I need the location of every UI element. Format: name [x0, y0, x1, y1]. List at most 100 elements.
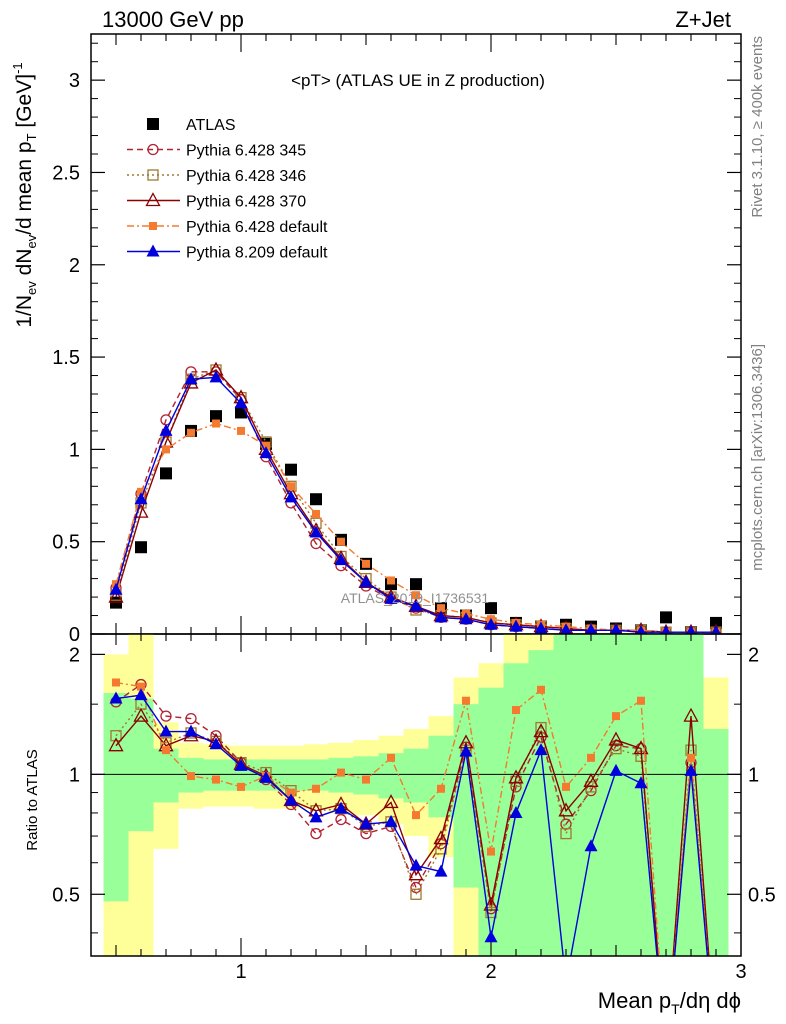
ratio-line-p345 — [115, 683, 709, 956]
ratio-xtick-label-1: 2 — [485, 961, 496, 983]
ratio-point-p346-18 — [560, 827, 572, 840]
header-left: 13000 GeV pp — [102, 7, 244, 32]
ratio-point-p6def-21 — [637, 696, 645, 705]
ratio-band-green-10 — [353, 756, 379, 795]
ratio-point-p6def-12 — [412, 811, 420, 820]
main-point-atlas-4 — [210, 410, 222, 423]
ratio-point-p6def-5 — [237, 782, 245, 791]
main-point-p8def-0 — [109, 582, 123, 595]
ratio-xlabel: Mean pT/dη dϕ — [598, 988, 741, 1017]
main-point-p8def-12 — [409, 599, 423, 612]
main-ytick-label-2: 1 — [69, 439, 80, 461]
main-point-p6def-2 — [162, 445, 170, 454]
main-point-atlas-8 — [310, 493, 322, 506]
main-point-p6def-12 — [412, 591, 420, 600]
main-point-p8def-17 — [534, 621, 548, 634]
ratio-point-p8def-2 — [159, 724, 173, 737]
main-plot: 0 0.5 1 1.5 2 2.5 3 — [52, 33, 742, 646]
legend-marker-p8def — [146, 244, 160, 257]
main-point-atlas-7 — [285, 463, 297, 476]
ratio-point-p8def-4 — [209, 737, 223, 750]
ratio-point-p8def-0 — [109, 691, 123, 704]
main-point-p8def-5 — [234, 396, 248, 409]
main-point-p8def-22 — [661, 625, 671, 634]
ratio-band-green-22 — [653, 634, 679, 956]
ratio-band-green-19 — [578, 634, 604, 956]
ratio-ytick-label-right-0: 0.5 — [748, 884, 776, 906]
main-point-atlas-22 — [660, 611, 672, 624]
main-point-p8def-3 — [184, 372, 198, 385]
main-title: <pT> (ATLAS UE in Z production) — [291, 71, 545, 90]
main-point-p8def-7 — [284, 490, 298, 503]
ratio-band-green-0 — [103, 692, 129, 902]
ratio-point-p370-23 — [683, 707, 699, 722]
main-point-p8def-19 — [585, 623, 597, 634]
main-point-atlas-12 — [410, 578, 422, 591]
legend-label-p8def: Pythia 8.209 default — [186, 245, 328, 262]
ratio-band-green-12 — [403, 748, 429, 803]
ratio-point-p8def-19 — [584, 839, 598, 852]
ratio-band-green-15 — [478, 687, 504, 956]
legend-marker-p370 — [145, 192, 161, 207]
ratio-point-p8def-20 — [609, 763, 623, 776]
main-point-p8def-18 — [560, 623, 572, 634]
main-point-p370-0 — [108, 588, 124, 603]
main-point-p6def-10 — [362, 559, 370, 568]
ratio-point-p370-21 — [633, 740, 649, 755]
ratio-point-p6def-13 — [437, 784, 445, 793]
ratio-ytick-label-1: 1 — [69, 764, 80, 786]
ratio-point-p6def-1 — [137, 682, 145, 691]
ratio-point-p345-9 — [335, 813, 347, 826]
ratio-point-p370-19 — [583, 773, 599, 788]
legend-label-p6def: Pythia 6.428 default — [186, 219, 328, 236]
ratio-point-p8def-11 — [384, 814, 398, 827]
ratio-point-p8def-21 — [634, 776, 648, 789]
ratio-point-p6def-7 — [287, 788, 295, 797]
ratio-point-p6def-15 — [487, 847, 495, 856]
main-ytick-label-3: 1.5 — [52, 347, 80, 369]
ratio-point-p8def-14 — [459, 744, 473, 757]
ratio-point-p6def-9 — [337, 768, 345, 777]
ratio-point-p8def-16 — [509, 805, 523, 818]
ratio-point-p8def-10 — [359, 817, 373, 830]
ratio-point-p6def-10 — [362, 775, 370, 784]
main-point-p8def-15 — [484, 617, 498, 630]
ratio-point-p370-1 — [133, 707, 149, 722]
main-ytick-label-0: 0 — [69, 624, 80, 646]
ratio-point-p370-20 — [608, 731, 624, 746]
main-ylabel: 1/Nev dNev/d mean pT [GeV]-1 — [10, 62, 39, 327]
header-right: Z+Jet — [675, 7, 731, 32]
main-point-p6def-5 — [237, 426, 245, 435]
main-point-p6def-13 — [437, 604, 445, 613]
ratio-point-p8def-13 — [434, 864, 448, 877]
side-label-mcplots: mcplots.cern.ch [arXiv:1306.3436] — [749, 344, 766, 571]
ratio-point-p345-8 — [310, 827, 322, 840]
ratio-point-p8def-1 — [134, 688, 148, 701]
legend-marker-p346 — [147, 169, 159, 181]
ratio-band-green-21 — [628, 634, 654, 956]
legend: ATLAS Pythia 6.428 345 Pythia 6.428 346 Pyt… — [127, 117, 328, 262]
ratio-point-p8def-5 — [234, 758, 248, 771]
main-point-p8def-21 — [636, 625, 646, 634]
ratio-point-p6def-20 — [612, 712, 620, 721]
main-point-p8def-6 — [259, 446, 273, 459]
ratio-point-p346-0 — [110, 730, 122, 742]
ratio-point-p8def-7 — [284, 793, 298, 806]
ratio-point-p6def-23 — [687, 753, 695, 762]
main-ytick-label-1: 0.5 — [52, 532, 80, 554]
main-point-atlas-2 — [160, 467, 172, 480]
ratio-ytick-label-2: 2 — [69, 644, 80, 666]
ratio-point-p345-12 — [410, 881, 422, 894]
legend-label-p370: Pythia 6.428 370 — [186, 194, 306, 211]
ratio-point-p8def-9 — [334, 801, 348, 814]
ratio-point-p6def-16 — [512, 706, 520, 715]
ratio-point-p8def-23 — [684, 763, 698, 776]
main-point-p8def-14 — [459, 612, 473, 625]
main-point-p8def-8 — [309, 525, 323, 538]
ratio-point-p8def-17 — [534, 743, 548, 756]
legend-marker-p345 — [147, 143, 159, 156]
main-point-p8def-9 — [334, 553, 348, 566]
main-point-p8def-10 — [359, 575, 373, 588]
main-point-p8def-1 — [134, 492, 148, 505]
ratio-band-green-23 — [678, 634, 704, 956]
